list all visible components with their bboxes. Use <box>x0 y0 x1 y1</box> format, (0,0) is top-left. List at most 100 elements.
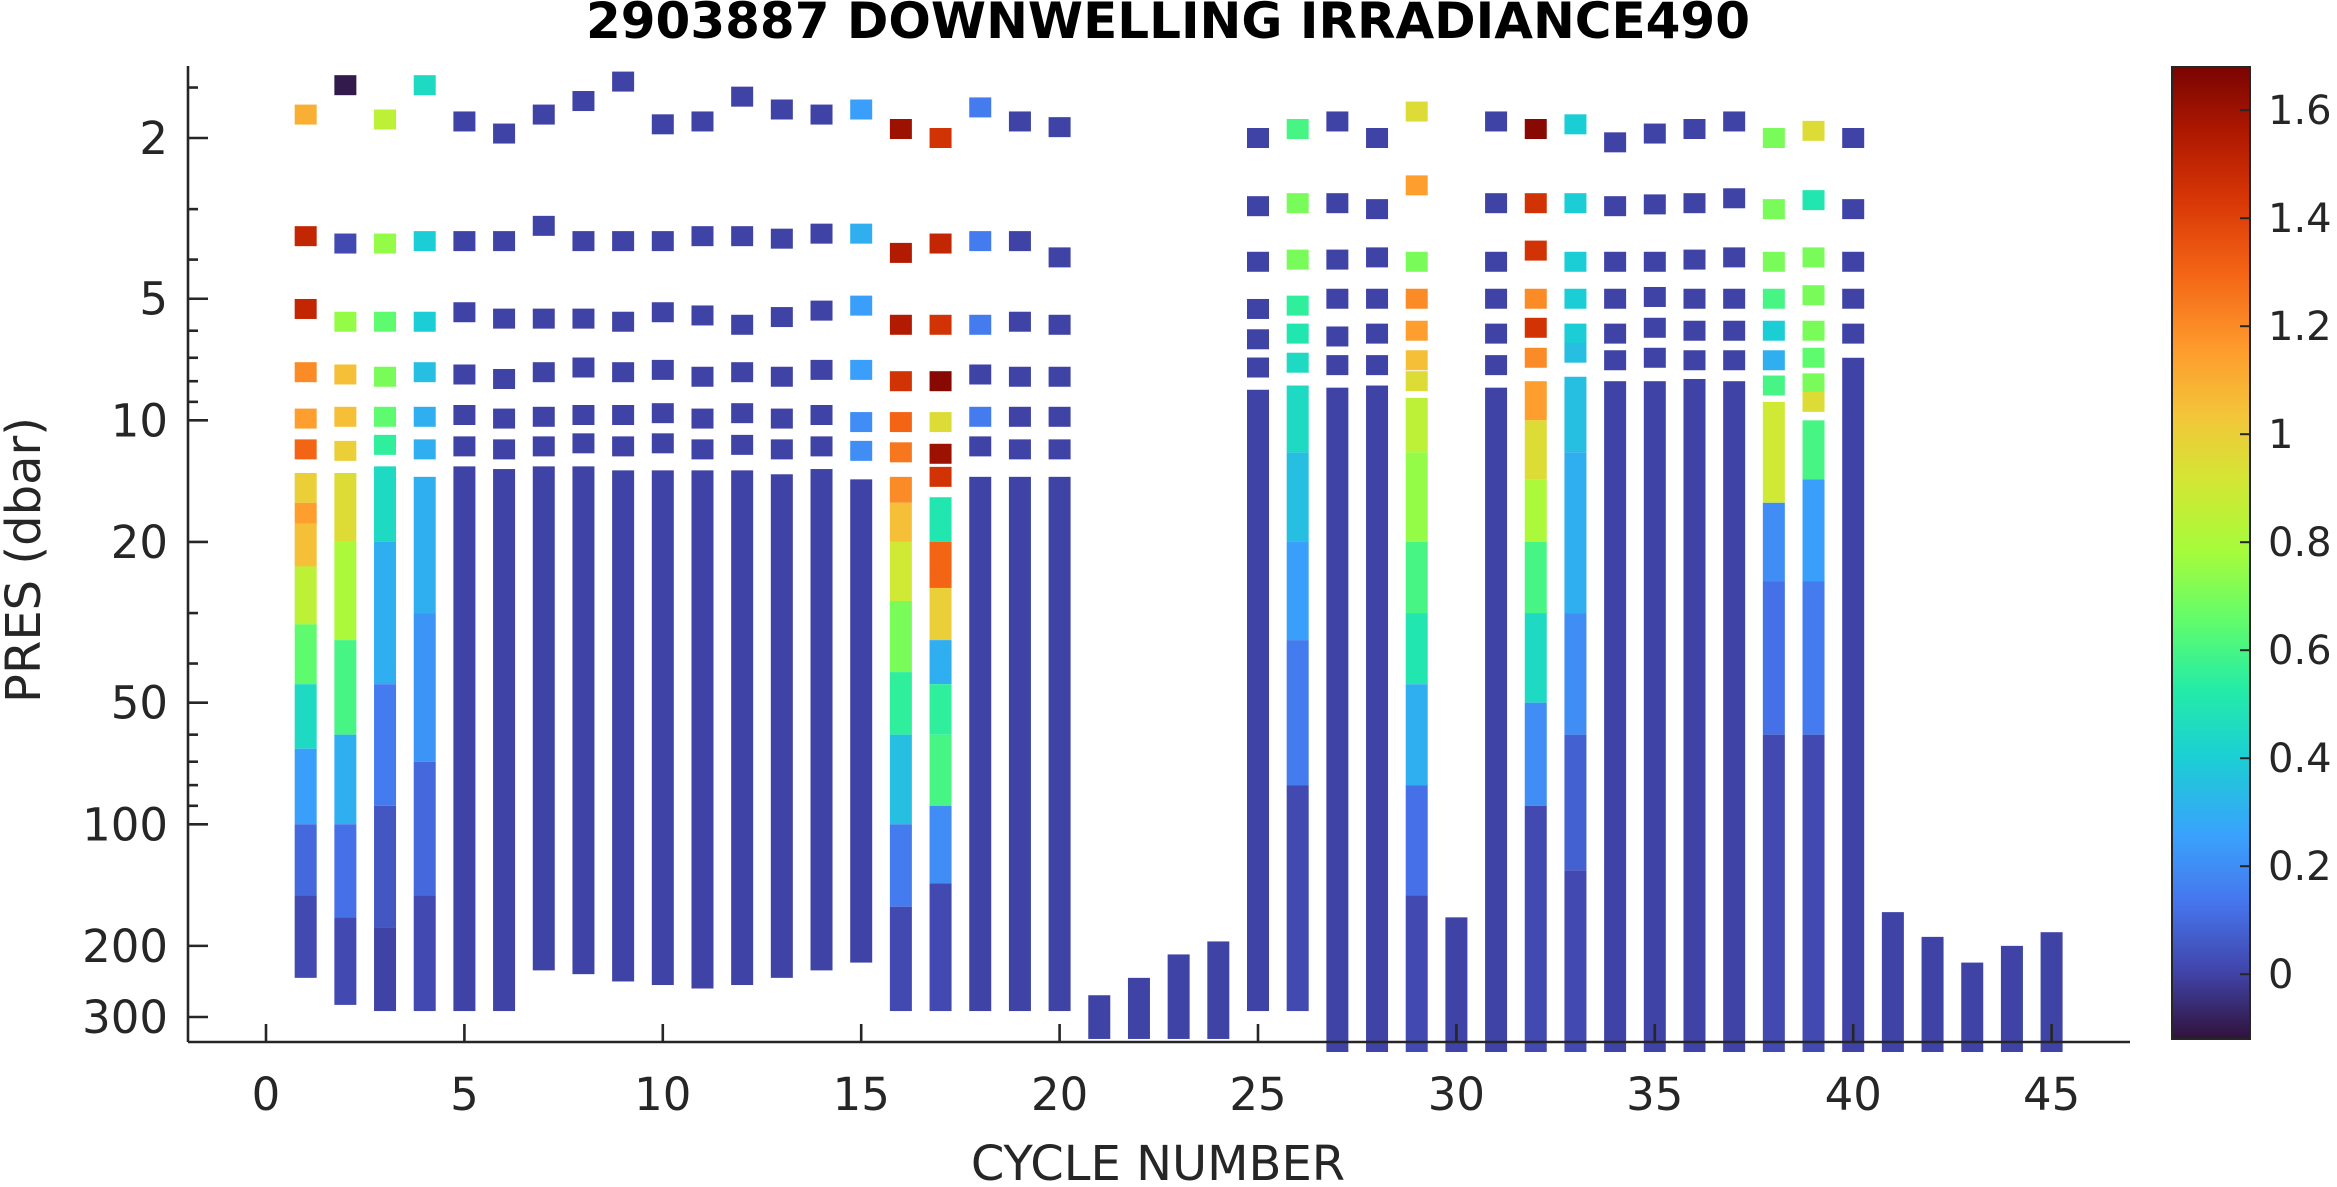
data-point <box>1683 119 1706 140</box>
data-point <box>1247 251 1269 272</box>
data-point <box>493 439 516 460</box>
profile-segment <box>334 640 357 735</box>
profile-segment <box>374 684 397 806</box>
y-tick-label: 20 <box>111 516 168 569</box>
data-point <box>651 359 674 380</box>
data-point <box>493 408 516 429</box>
profile-segment <box>1048 476 1071 1012</box>
data-point <box>1366 199 1389 220</box>
data-point <box>532 362 555 383</box>
y-axis-label: PRES (dbar) <box>0 417 52 703</box>
profile-segment <box>294 748 317 825</box>
profile-segment <box>374 466 397 542</box>
data-point <box>1604 323 1627 344</box>
profile-segment <box>493 469 516 1012</box>
data-point <box>1762 320 1785 341</box>
data-point <box>334 75 357 96</box>
data-point <box>1643 123 1666 144</box>
data-point <box>969 314 992 335</box>
profile-segment <box>691 470 714 989</box>
data-point <box>334 440 357 461</box>
data-point <box>1326 355 1349 376</box>
profile-segment <box>1326 387 1349 1052</box>
data-point <box>969 406 992 427</box>
data-point <box>691 439 714 460</box>
data-point <box>453 436 476 457</box>
data-point <box>1485 288 1508 309</box>
profile-segment <box>294 624 317 685</box>
data-point <box>691 111 714 132</box>
data-point <box>1643 347 1666 368</box>
profile-segment <box>929 734 952 806</box>
data-point <box>929 412 952 433</box>
data-point <box>1008 111 1031 132</box>
data-point <box>1564 288 1587 309</box>
profile-segment <box>453 466 476 1012</box>
profile-segment <box>1564 376 1587 453</box>
data-point <box>1286 193 1309 214</box>
profile-segment <box>1961 962 1984 1052</box>
profile-segment <box>889 541 912 601</box>
profile-segment <box>1286 385 1309 453</box>
data-point <box>374 406 397 427</box>
profile-segment <box>1921 936 1944 1052</box>
profile-segment <box>889 600 912 673</box>
data-point <box>1286 352 1309 373</box>
colorbar-gradient <box>2171 66 2251 1040</box>
x-tick-label: 0 <box>252 1068 281 1121</box>
data-point <box>532 104 555 125</box>
data-point <box>1366 288 1389 309</box>
data-point <box>1842 199 1865 220</box>
data-point <box>532 406 555 427</box>
profile-segment <box>1762 734 1785 1052</box>
data-point <box>1008 231 1031 252</box>
profile-segment <box>1802 734 1825 1052</box>
profile-segment <box>294 502 317 524</box>
data-point <box>651 302 674 323</box>
profile-segment <box>1524 541 1547 614</box>
data-point <box>374 109 397 130</box>
data-point <box>1048 366 1071 387</box>
colorbar-tick-label: 1.6 <box>2268 88 2332 134</box>
profile-segment <box>2000 945 2023 1052</box>
profile-segment <box>1405 684 1428 786</box>
profile-segment <box>413 613 436 762</box>
data-point <box>1604 288 1627 309</box>
data-point <box>1762 251 1785 272</box>
data-point <box>1604 196 1627 217</box>
profile-segment <box>1286 640 1309 786</box>
profile-segment <box>1247 389 1269 1012</box>
data-point <box>929 314 952 335</box>
data-point <box>889 412 912 433</box>
data-point <box>1048 439 1071 460</box>
profile-segment <box>1445 917 1468 1052</box>
x-tick-label: 25 <box>1229 1068 1286 1121</box>
data-point <box>1723 247 1746 268</box>
data-point <box>1008 366 1031 387</box>
data-point <box>334 406 357 427</box>
data-point <box>294 362 317 383</box>
data-point <box>1762 128 1785 148</box>
data-point <box>572 404 595 425</box>
data-point <box>413 311 436 332</box>
profile-segment <box>374 927 397 1012</box>
data-point <box>1802 247 1825 268</box>
colorbar-tick-label: 0 <box>2268 952 2293 998</box>
data-point <box>1366 355 1389 376</box>
colorbar-tick-label: 0.4 <box>2268 736 2332 782</box>
x-tick-label: 5 <box>450 1068 479 1121</box>
data-point <box>413 362 436 383</box>
y-tick-label: 200 <box>82 920 168 973</box>
data-point <box>572 231 595 252</box>
data-point <box>374 233 397 254</box>
x-tick-label: 10 <box>634 1068 691 1121</box>
data-point <box>889 119 912 140</box>
data-point <box>850 99 873 120</box>
data-point <box>1802 120 1825 141</box>
profile-segment <box>334 917 357 1005</box>
profile-segment <box>532 466 555 971</box>
data-point <box>294 439 317 460</box>
data-point <box>810 223 833 244</box>
data-point <box>1405 251 1428 272</box>
profile-segment <box>334 541 357 641</box>
